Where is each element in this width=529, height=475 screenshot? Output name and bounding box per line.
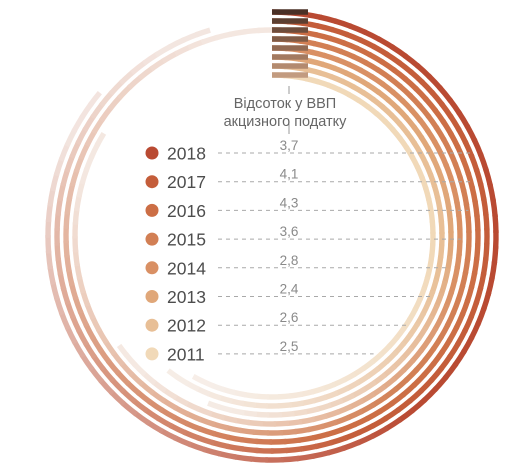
legend-dot-2016 <box>145 203 159 217</box>
legend-dot-2012 <box>145 318 159 332</box>
ring-2013 <box>207 54 454 418</box>
rings-layer <box>45 9 499 463</box>
ring-2011 <box>191 72 436 400</box>
ring-2015 <box>72 36 472 436</box>
legend-year-2014: 2014 <box>167 258 206 278</box>
legend-year-2018: 2018 <box>167 144 206 164</box>
ring-2014 <box>116 45 463 427</box>
legend-year-2015: 2015 <box>167 230 206 250</box>
value-label-2015: 3,6 <box>280 224 299 239</box>
legend-year-2017: 2017 <box>167 172 206 192</box>
legend-year-2013: 2013 <box>167 287 206 307</box>
legend-year-2016: 2016 <box>167 201 206 221</box>
leader-lines-layer <box>218 86 473 355</box>
legend-dot-2015 <box>145 232 159 246</box>
legend-year-2012: 2012 <box>167 316 206 336</box>
chart-title-line-2: акцизного податку <box>224 114 348 130</box>
chart-title-line-1: Відсоток у ВВП <box>234 96 336 112</box>
value-label-2016: 4,3 <box>280 195 299 210</box>
legend-dot-2018 <box>145 146 159 160</box>
value-label-2018: 3,7 <box>280 138 299 153</box>
value-label-2011: 2,5 <box>280 339 299 354</box>
ring-2016 <box>63 27 481 445</box>
value-label-2017: 4,1 <box>280 167 299 182</box>
legend: 2018 2017 2016 2015 2014 2013 2012 2011 <box>145 144 206 364</box>
legend-dot-2017 <box>145 175 159 189</box>
ring-2018 <box>45 9 499 463</box>
ring-2012 <box>166 63 445 409</box>
value-label-2014: 2,8 <box>280 253 299 268</box>
legend-dot-2011 <box>145 347 159 361</box>
value-label-2012: 2,6 <box>280 310 299 325</box>
value-labels: 3,7 4,1 4,3 3,6 2,8 2,4 2,6 2,5 <box>280 138 299 354</box>
legend-dot-2013 <box>145 290 159 303</box>
ring-2017 <box>54 18 490 454</box>
start-ticks-layer <box>272 9 308 78</box>
value-label-2013: 2,4 <box>280 282 299 297</box>
legend-dot-2014 <box>145 261 159 275</box>
legend-year-2011: 2011 <box>167 344 205 364</box>
